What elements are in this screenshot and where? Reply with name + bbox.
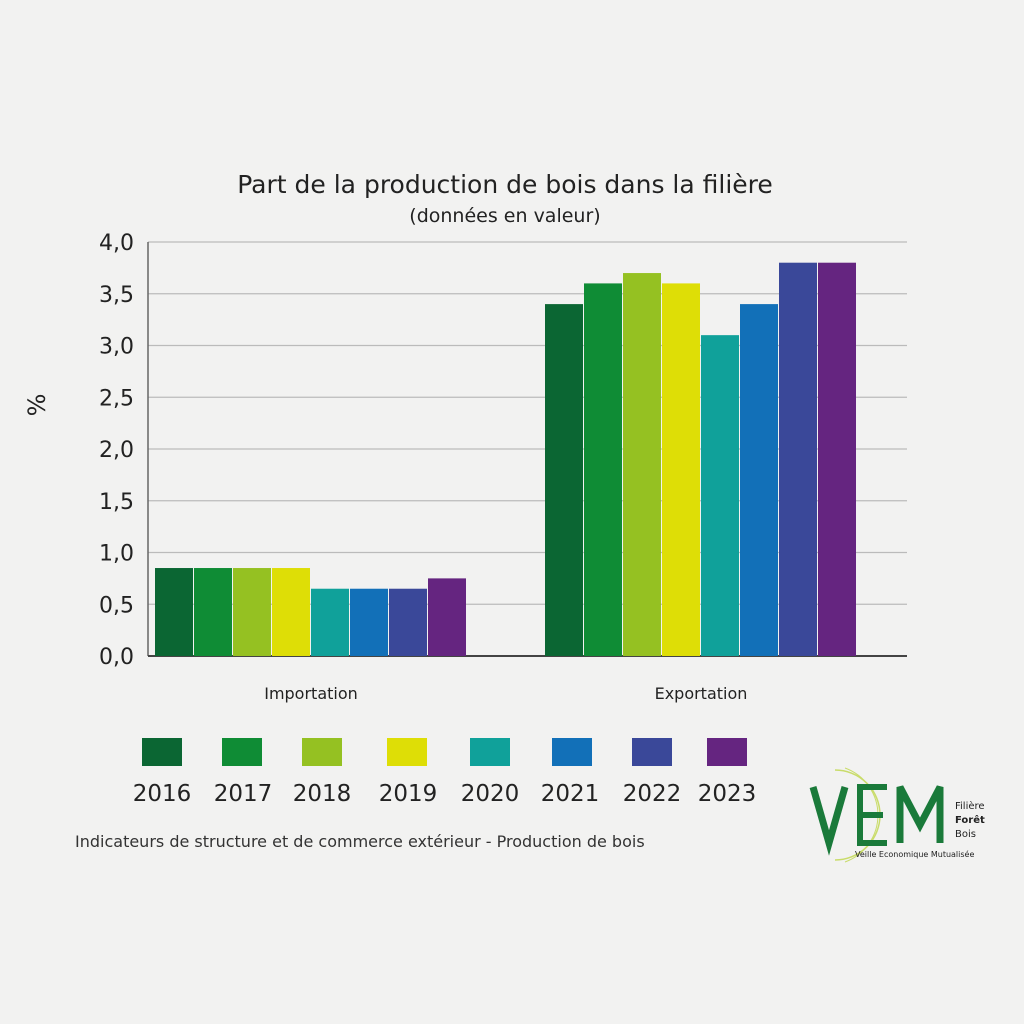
bar-exportation-2018: [623, 273, 661, 656]
bar-exportation-2021: [740, 304, 778, 656]
y-tick-label: 2,0: [99, 438, 134, 463]
bar-importation-2017: [194, 568, 232, 656]
logo-tagline: Veille Economique Mutualisée: [855, 849, 974, 859]
legend-swatch-2016: [142, 738, 182, 766]
source-caption: Indicateurs de structure et de commerce …: [75, 832, 645, 851]
bar-exportation-2016: [545, 304, 583, 656]
legend-label-2023: 2023: [698, 781, 757, 807]
legend-label-2019: 2019: [379, 781, 438, 807]
bar-importation-2021: [350, 588, 388, 656]
bar-importation-2018: [233, 568, 271, 656]
bar-exportation-2022: [779, 262, 817, 656]
bar-exportation-2017: [584, 283, 622, 656]
y-tick-label: 2,5: [99, 386, 134, 411]
y-tick-label: 4,0: [99, 231, 134, 256]
legend-label-2022: 2022: [623, 781, 682, 807]
legend-swatch-2018: [302, 738, 342, 766]
bar-exportation-2020: [701, 335, 739, 656]
y-axis-label: %: [23, 394, 51, 417]
bar-importation-2022: [389, 588, 427, 656]
bar-exportation-2019: [662, 283, 700, 656]
legend-label-2016: 2016: [133, 781, 192, 807]
y-tick-label: 0,0: [99, 645, 134, 670]
logo-line1: Filière: [955, 800, 985, 812]
legend-swatch-2021: [552, 738, 592, 766]
legend-swatch-2023: [707, 738, 747, 766]
y-tick-label: 0,5: [99, 593, 134, 618]
legend-label-2017: 2017: [214, 781, 273, 807]
legend-label-2021: 2021: [541, 781, 600, 807]
y-tick-label: 1,5: [99, 490, 134, 515]
logo-line2: Forêt: [955, 814, 985, 826]
legend-swatch-2017: [222, 738, 262, 766]
bar-importation-2019: [272, 568, 310, 656]
legend-label-2018: 2018: [293, 781, 352, 807]
y-tick-label: 3,5: [99, 283, 134, 308]
bar-importation-2016: [155, 568, 193, 656]
vem-logo: Filière Forêt Bois Veille Economique Mut…: [809, 767, 985, 863]
legend-swatch-2022: [632, 738, 672, 766]
legend-label-2020: 2020: [461, 781, 520, 807]
x-category-label: Importation: [264, 684, 358, 703]
bar-importation-2023: [428, 578, 466, 656]
y-tick-label: 3,0: [99, 335, 134, 360]
legend-swatch-2020: [470, 738, 510, 766]
x-category-label: Exportation: [655, 684, 748, 703]
bar-exportation-2023: [818, 262, 856, 656]
chart-title: Part de la production de bois dans la fi…: [237, 170, 773, 199]
legend-swatch-2019: [387, 738, 427, 766]
bar-importation-2020: [311, 588, 349, 656]
logo-line3: Bois: [955, 829, 976, 840]
chart-subtitle: (données en valeur): [409, 205, 600, 227]
y-tick-label: 1,0: [99, 542, 134, 567]
